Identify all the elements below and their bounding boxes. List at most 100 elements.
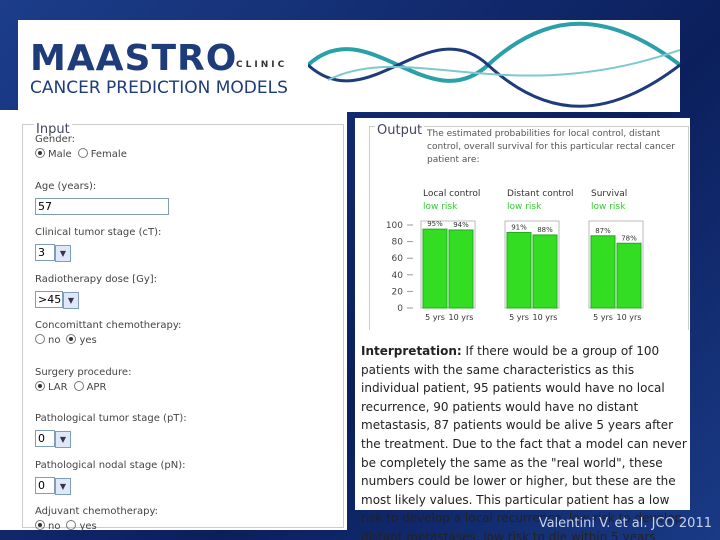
bar — [448, 229, 474, 309]
x-tick-label: 5 yrs — [593, 313, 613, 322]
select[interactable]: 3 ▼ — [35, 241, 335, 262]
radio-label: yes — [79, 521, 97, 532]
field-label: Age (years): — [35, 180, 97, 192]
risk-label: low risk — [507, 202, 542, 212]
y-tick-label: 60 — [392, 254, 404, 264]
value-label: 88% — [537, 226, 553, 234]
field: Age (years): 57 — [35, 181, 335, 226]
input-value[interactable]: >45 — [35, 290, 63, 308]
field-label: Pathological nodal stage (pN): — [35, 459, 186, 471]
value-label: 78% — [621, 234, 637, 242]
input-panel: Input Gender: Male Female Age (years): 57 Cli… — [0, 110, 347, 532]
radio-option[interactable]: Male — [35, 148, 72, 160]
radio-option[interactable]: yes — [66, 334, 97, 346]
chart-title: Survival — [591, 189, 627, 199]
bar — [422, 228, 448, 309]
field-label: Clinical tumor stage (cT): — [35, 227, 162, 238]
select[interactable]: >45 ▼ — [35, 288, 335, 309]
select[interactable]: 0 ▼ — [35, 474, 335, 495]
plot-area — [420, 220, 476, 309]
radio-option[interactable]: LAR — [35, 380, 68, 393]
logo: MAASTRO — [30, 38, 238, 79]
dna-decoration — [308, 21, 680, 108]
input-frame — [22, 124, 344, 528]
radio-option[interactable]: APR — [73, 380, 107, 393]
x-tick-label: 5 yrs — [509, 313, 529, 322]
output-panel: Output The estimated probabilities for l… — [355, 118, 690, 332]
citation: Valentini V. et al. JCO 2011 — [538, 516, 712, 531]
radio-option[interactable]: no — [35, 334, 61, 346]
field-label: Radiotherapy dose [Gy]: — [35, 273, 158, 285]
field: Concomittant chemotherapy: no yes — [35, 320, 335, 365]
field: Clinical tumor stage (cT): 3 ▼ — [35, 227, 335, 272]
plot-area — [588, 220, 644, 309]
radio-label: no — [48, 521, 61, 532]
x-tick-label: 10 yrs — [617, 313, 642, 322]
y-tick-label: 40 — [392, 271, 404, 281]
clinic: CLINIC — [236, 60, 288, 70]
bar — [616, 242, 642, 309]
value-label: 91% — [511, 223, 527, 231]
field: Radiotherapy dose [Gy]: >45 ▼ — [35, 274, 335, 319]
select-arrow[interactable]: ▼ — [55, 245, 71, 262]
radio-button[interactable] — [66, 334, 77, 344]
risk-label: low risk — [591, 202, 626, 212]
select-arrow[interactable]: ▼ — [63, 291, 79, 309]
radio-group: no yes — [35, 520, 335, 532]
input-value[interactable]: 3 — [35, 244, 55, 261]
field-label: Pathological tumor stage (pT): — [35, 413, 187, 424]
input-legend: Input — [34, 122, 72, 137]
interpretation-text: If there would be a group of 100 patient… — [361, 344, 687, 540]
x-tick-label: 10 yrs — [449, 313, 474, 322]
output-intro: The estimated probabilities for local co… — [427, 129, 675, 165]
radio-label: Male — [48, 149, 72, 160]
interpretation-panel: Interpretation: If there would be a grou… — [355, 330, 690, 540]
input-value[interactable]: 0 — [35, 430, 55, 447]
radio-button[interactable] — [66, 520, 77, 530]
radio-group: no yes — [35, 334, 335, 346]
text-input[interactable]: 57 — [35, 195, 335, 215]
input-fields: Gender: Male Female Age (years): 57 Clinical … — [35, 132, 335, 540]
radio-label: APR — [86, 381, 107, 393]
radio-group: LAR APR — [35, 380, 335, 393]
radio-button[interactable] — [35, 334, 45, 344]
chart-title: Local control — [423, 189, 480, 199]
value-label: 87% — [595, 227, 611, 235]
input-value[interactable]: 57 — [35, 197, 169, 215]
risk-label: low risk — [423, 202, 458, 212]
input-value[interactable]: 0 — [35, 476, 55, 494]
radio-option[interactable]: Female — [77, 148, 127, 160]
select-arrow[interactable]: ▼ — [55, 431, 71, 448]
radio-label: no — [48, 335, 61, 346]
field-label: Gender: — [35, 134, 76, 145]
select-arrow[interactable]: ▼ — [55, 477, 71, 495]
value-label: 95% — [427, 220, 443, 228]
value-label: 94% — [453, 221, 469, 229]
field-label: Adjuvant chemotherapy: — [35, 506, 159, 517]
select[interactable]: 0 ▼ — [35, 427, 335, 448]
radio-button[interactable] — [73, 380, 84, 391]
x-tick-label: 10 yrs — [533, 313, 558, 322]
field-label: Surgery procedure: — [35, 366, 132, 378]
radio-button[interactable] — [77, 148, 88, 158]
radio-button[interactable] — [35, 520, 45, 530]
bar — [506, 231, 532, 309]
radio-label: yes — [79, 335, 97, 346]
header: MAASTRO CLINIC CANCER PREDICTION MODELS — [18, 20, 680, 112]
radio-button[interactable] — [35, 380, 45, 391]
radio-group: Male Female — [35, 148, 335, 160]
field: Surgery procedure: LAR APR — [35, 367, 335, 412]
output-legend: Output — [375, 123, 425, 138]
radio-option[interactable]: no — [35, 520, 61, 532]
radio-button[interactable] — [35, 148, 45, 158]
field: Pathological tumor stage (pT): 0 ▼ — [35, 413, 335, 458]
radio-label: LAR — [48, 381, 68, 393]
plot-area — [504, 220, 560, 309]
interpretation: Interpretation: If there would be a grou… — [361, 342, 687, 540]
radio-option[interactable]: yes — [66, 520, 97, 532]
y-tick-label: 0 — [397, 304, 403, 314]
interpretation-heading: Interpretation: — [361, 344, 462, 358]
chart-title: Distant control — [507, 189, 573, 199]
